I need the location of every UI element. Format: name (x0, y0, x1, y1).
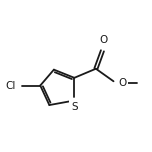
Text: Cl: Cl (5, 81, 15, 91)
Text: O: O (118, 78, 126, 88)
Text: S: S (71, 102, 78, 112)
Text: O: O (100, 35, 108, 45)
